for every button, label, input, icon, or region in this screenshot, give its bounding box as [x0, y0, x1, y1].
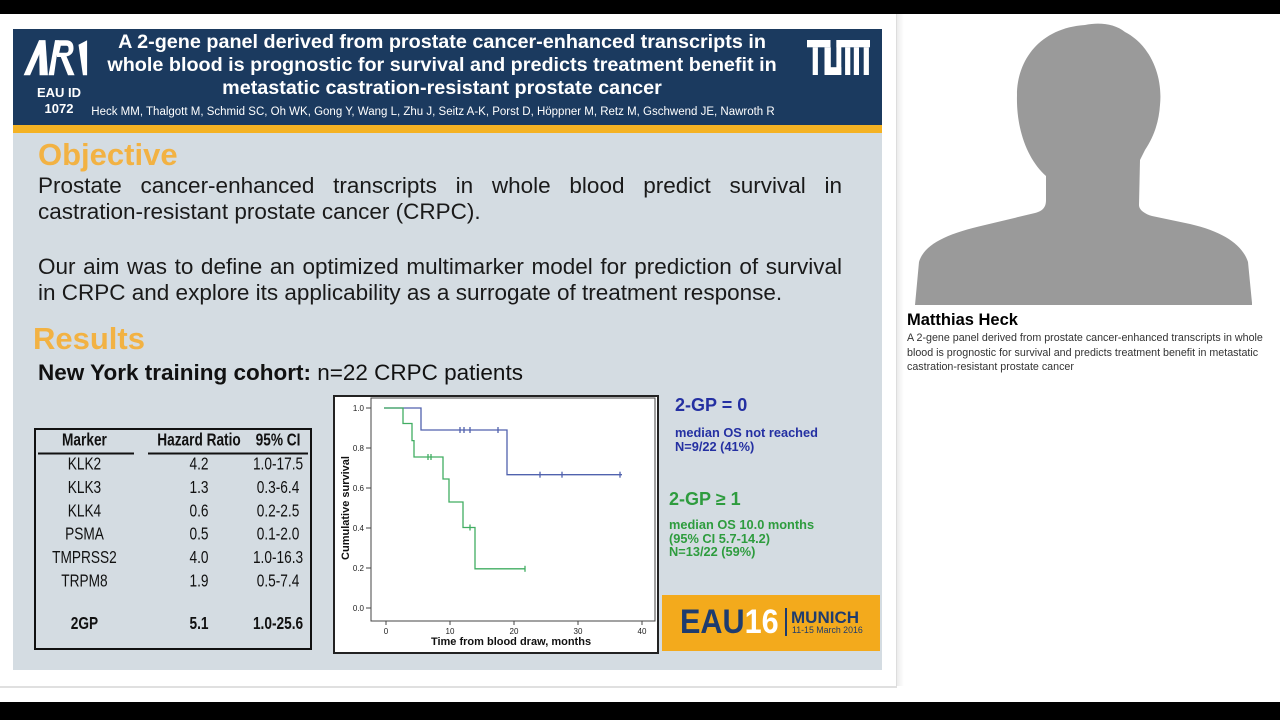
svg-text:KLK3: KLK3: [68, 478, 102, 497]
svg-text:0.8: 0.8: [353, 444, 365, 453]
svg-text:PSMA: PSMA: [65, 525, 104, 544]
svg-text:Time from blood draw, months: Time from blood draw, months: [431, 636, 591, 648]
svg-text:30: 30: [574, 627, 583, 636]
svg-text:0.2-2.5: 0.2-2.5: [257, 502, 300, 521]
svg-text:1.3: 1.3: [189, 478, 208, 497]
svg-text:1.0-16.3: 1.0-16.3: [253, 548, 303, 567]
svg-text:40: 40: [638, 627, 647, 636]
svg-text:0.4: 0.4: [353, 524, 365, 533]
svg-text:1.0-25.6: 1.0-25.6: [253, 614, 303, 633]
svg-text:TMPRSS2: TMPRSS2: [52, 548, 117, 567]
svg-text:Marker: Marker: [62, 431, 107, 450]
svg-text:0: 0: [384, 627, 389, 636]
svg-text:0.1-2.0: 0.1-2.0: [257, 525, 300, 544]
svg-text:4.2: 4.2: [189, 455, 208, 474]
svg-text:0.3-6.4: 0.3-6.4: [257, 478, 300, 497]
svg-text:1.9: 1.9: [189, 572, 208, 591]
svg-text:10: 10: [446, 627, 455, 636]
svg-text:TRPM8: TRPM8: [61, 572, 107, 591]
svg-text:1.0-17.5: 1.0-17.5: [253, 455, 303, 474]
svg-text:5.1: 5.1: [189, 614, 208, 633]
svg-text:20: 20: [510, 627, 519, 636]
svg-text:0.2: 0.2: [353, 564, 365, 573]
svg-text:0.0: 0.0: [353, 604, 365, 613]
svg-text:2GP: 2GP: [71, 614, 99, 633]
svg-text:0.5: 0.5: [189, 525, 208, 544]
svg-text:Hazard Ratio: Hazard Ratio: [157, 431, 241, 450]
svg-text:0.6: 0.6: [189, 502, 208, 521]
svg-text:95% CI: 95% CI: [256, 431, 301, 450]
svg-text:Cumulative survival: Cumulative survival: [340, 456, 352, 560]
svg-text:0.6: 0.6: [353, 484, 365, 493]
svg-text:KLK4: KLK4: [68, 502, 102, 521]
svg-text:0.5-7.4: 0.5-7.4: [257, 572, 300, 591]
svg-text:KLK2: KLK2: [68, 455, 102, 474]
svg-text:1.0: 1.0: [353, 404, 365, 413]
svg-text:4.0: 4.0: [189, 548, 208, 567]
